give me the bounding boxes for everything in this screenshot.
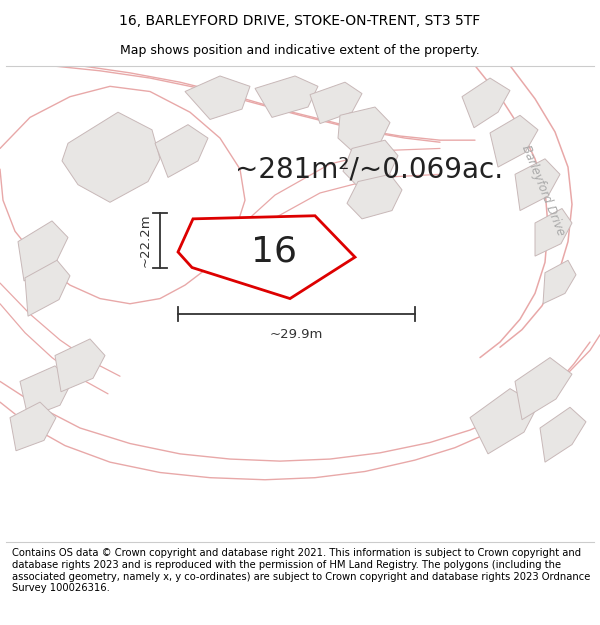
Text: Contains OS data © Crown copyright and database right 2021. This information is : Contains OS data © Crown copyright and d…	[12, 548, 590, 593]
Polygon shape	[62, 112, 160, 202]
Polygon shape	[18, 221, 68, 281]
Polygon shape	[347, 174, 402, 219]
Polygon shape	[310, 82, 362, 124]
Text: ~22.2m: ~22.2m	[139, 213, 152, 267]
Polygon shape	[515, 357, 572, 420]
Polygon shape	[462, 78, 510, 128]
Text: Barleyford Drive: Barleyford Drive	[519, 142, 567, 237]
Polygon shape	[155, 124, 208, 177]
Text: Map shows position and indicative extent of the property.: Map shows position and indicative extent…	[120, 44, 480, 58]
Polygon shape	[338, 107, 390, 154]
Polygon shape	[540, 408, 586, 462]
Polygon shape	[185, 76, 250, 119]
Polygon shape	[10, 402, 56, 451]
Polygon shape	[543, 260, 576, 304]
Polygon shape	[515, 159, 560, 211]
Polygon shape	[20, 366, 72, 418]
Polygon shape	[25, 260, 70, 316]
Polygon shape	[255, 76, 318, 118]
Polygon shape	[490, 116, 538, 167]
Polygon shape	[55, 339, 105, 392]
Text: ~29.9m: ~29.9m	[270, 328, 323, 341]
Text: 16: 16	[251, 234, 297, 269]
Text: 16, BARLEYFORD DRIVE, STOKE-ON-TRENT, ST3 5TF: 16, BARLEYFORD DRIVE, STOKE-ON-TRENT, ST…	[119, 14, 481, 28]
Polygon shape	[343, 140, 398, 187]
Text: ~281m²/~0.069ac.: ~281m²/~0.069ac.	[235, 155, 503, 183]
Polygon shape	[535, 209, 572, 256]
Polygon shape	[178, 216, 355, 299]
Polygon shape	[470, 389, 538, 454]
